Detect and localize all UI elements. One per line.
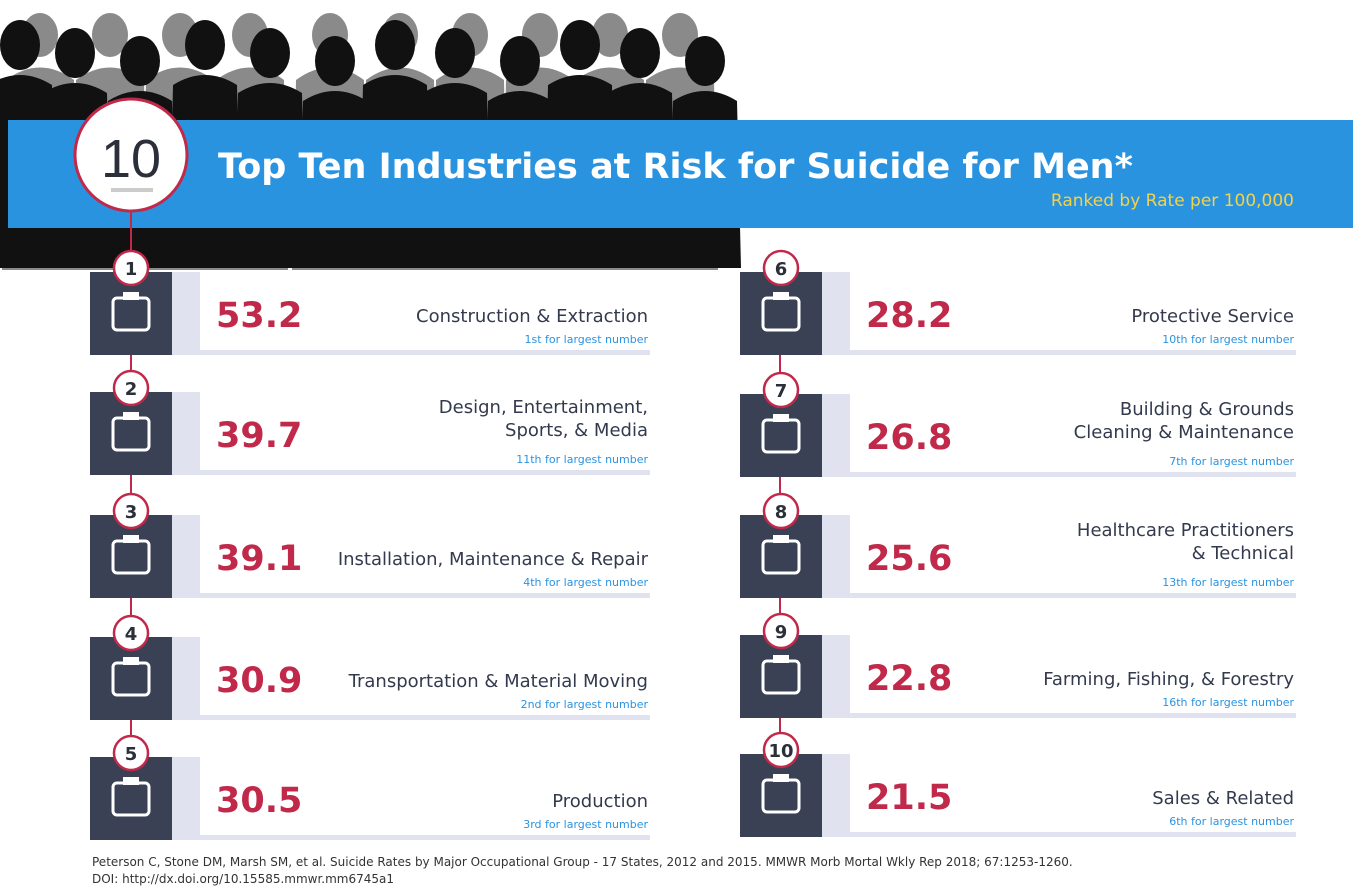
rate: 28.2 [866,296,952,336]
citation: Peterson C, Stone DM, Marsh SM, et al. S… [92,855,1073,869]
industry: Construction & Extraction [416,306,648,327]
note: 4th for largest number [523,576,648,589]
note: 10th for largest number [1162,333,1294,346]
rank: 6 [775,259,788,280]
note: 7th for largest number [1169,455,1294,468]
industry: Sports, & Media [505,420,648,441]
card-underline [172,350,650,355]
industry: Farming, Fishing, & Forestry [1043,669,1294,690]
note: 13th for largest number [1162,576,1294,589]
icon [123,412,139,420]
rank: 8 [775,502,788,523]
head [500,36,540,86]
industry: Production [552,791,648,812]
card-strip [172,392,200,475]
icon [773,292,789,300]
rate: 26.8 [866,418,952,458]
card-strip [822,272,850,355]
icon [773,655,789,663]
rate: 53.2 [216,296,302,336]
industry: Cleaning & Maintenance [1074,422,1294,443]
rank: 2 [125,379,138,400]
card-underline [172,715,650,720]
rank: 1 [125,259,138,280]
head [375,20,415,70]
card-underline [172,470,650,475]
head [0,20,40,70]
head [685,36,725,86]
rate: 30.5 [216,781,302,821]
rate: 30.9 [216,661,302,701]
card-underline [822,350,1296,355]
card-strip [822,754,850,837]
card-underline [822,472,1296,477]
rank: 5 [125,744,138,765]
card-strip [172,272,200,355]
card-strip [822,394,850,477]
card-underline [172,835,650,840]
rank: 7 [775,381,788,402]
note: 6th for largest number [1169,815,1294,828]
industry: & Technical [1192,543,1294,564]
industry: Installation, Maintenance & Repair [338,549,649,570]
icon [123,292,139,300]
card-strip [822,635,850,718]
cards: 1 53.2 Construction & Extraction 1st for la… [90,251,1296,840]
head [315,36,355,86]
card-underline [172,593,650,598]
note: 2nd for largest number [521,698,649,711]
rate: 39.1 [216,539,302,579]
icon [773,414,789,422]
head [620,28,660,78]
rank: 9 [775,622,788,643]
note: 1st for largest number [524,333,648,346]
head [55,28,95,78]
icon [123,535,139,543]
doi: DOI: http://dx.doi.org/10.15585.mmwr.mm6… [92,872,394,886]
head [435,28,475,78]
infographic: 10 Top Ten Industries at Risk for Suicid… [0,0,1353,888]
card-strip [822,515,850,598]
badge-underline [111,188,153,192]
rate: 22.8 [866,659,952,699]
rate: 25.6 [866,539,952,579]
industry: Design, Entertainment, [439,397,648,418]
card-strip [172,757,200,840]
head [185,20,225,70]
icon [773,774,789,782]
icon [123,777,139,785]
card-underline [822,832,1296,837]
card-underline [822,593,1296,598]
rank: 3 [125,502,138,523]
title: Top Ten Industries at Risk for Suicide f… [218,147,1133,187]
card-strip [172,637,200,720]
subtitle: Ranked by Rate per 100,000 [1051,191,1294,211]
card-strip [172,515,200,598]
card-underline [822,713,1296,718]
badge-number: 10 [101,129,161,189]
industry: Building & Grounds [1120,399,1294,420]
rate: 39.7 [216,416,302,456]
head [120,36,160,86]
industry: Sales & Related [1152,788,1294,809]
head [250,28,290,78]
rank: 4 [125,624,138,645]
note: 11th for largest number [516,453,648,466]
note: 16th for largest number [1162,696,1294,709]
industry: Protective Service [1131,306,1294,327]
industry: Healthcare Practitioners [1077,520,1294,541]
icon [123,657,139,665]
icon [773,535,789,543]
head [560,20,600,70]
note: 3rd for largest number [523,818,648,831]
rate: 21.5 [866,778,952,818]
industry: Transportation & Material Moving [348,671,648,692]
rank: 10 [768,741,793,762]
